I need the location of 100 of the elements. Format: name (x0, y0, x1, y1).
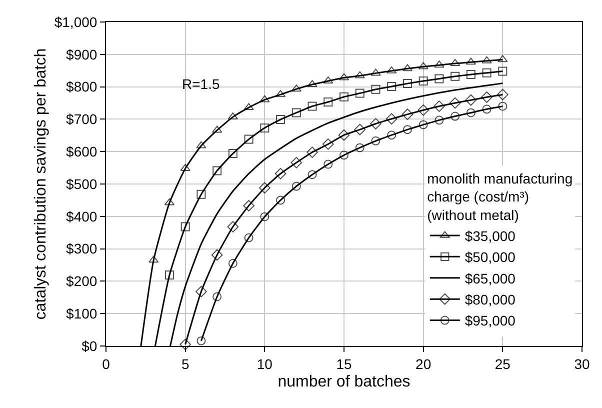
point (450, 72, 460, 81)
x-tick-label: 5 (181, 356, 190, 372)
point (244, 103, 254, 110)
point (228, 149, 238, 158)
point (196, 141, 206, 148)
point (307, 80, 318, 88)
point (196, 286, 207, 298)
point (292, 108, 301, 118)
x-tick-label: 15 (336, 356, 352, 372)
y-tick-label: $400 (66, 208, 98, 224)
point (164, 270, 174, 280)
point (338, 129, 350, 141)
point (258, 182, 270, 194)
point (482, 56, 492, 64)
point (180, 222, 190, 232)
point (402, 79, 412, 88)
point (370, 68, 381, 76)
point (402, 125, 412, 134)
point (450, 112, 460, 121)
point (228, 258, 238, 268)
point (482, 68, 492, 78)
point (196, 190, 206, 199)
point (340, 92, 348, 102)
point (371, 84, 380, 94)
point (482, 104, 492, 114)
point (371, 136, 380, 146)
point (276, 196, 286, 205)
point (386, 113, 398, 125)
y-tick-label: $800 (66, 78, 98, 95)
point (387, 130, 396, 140)
y-axis-title: catalyst contribution savings per batch (32, 48, 50, 320)
legend-label: $80,000 (464, 292, 516, 308)
point (434, 60, 444, 68)
x-tick-label: 0 (102, 356, 110, 372)
point (434, 100, 445, 112)
point (418, 104, 430, 116)
y-tick-label: $700 (66, 111, 98, 128)
point (212, 166, 222, 176)
point (244, 233, 254, 242)
x-tick-label: 30 (574, 356, 590, 372)
point (306, 146, 318, 158)
y-tick-label: $500 (66, 176, 98, 192)
point (354, 124, 366, 136)
point (324, 160, 333, 169)
point (466, 108, 476, 118)
point (211, 249, 223, 261)
y-tick-label: $1,000 (54, 14, 98, 30)
point (292, 182, 301, 191)
y-tick-label: $600 (66, 144, 98, 160)
y-tick-label: $900 (66, 46, 98, 62)
y-tick-label: $200 (66, 273, 98, 290)
x-axis-title: number of batches (278, 374, 410, 390)
legend-label: $35,000 (464, 228, 516, 244)
legend-label: $65,000 (464, 270, 516, 286)
point (465, 94, 477, 106)
point (418, 62, 428, 70)
legend-label: $95,000 (464, 312, 516, 329)
x-tick-label: 20 (416, 356, 432, 372)
x-tick-label: 25 (494, 356, 511, 372)
point (180, 338, 192, 350)
y-tick-label: $0 (82, 338, 98, 354)
point (434, 116, 444, 125)
x-tick-label: 10 (256, 356, 273, 372)
point (434, 74, 444, 84)
point (308, 102, 317, 111)
point (180, 164, 190, 171)
point (260, 123, 270, 132)
point (387, 82, 396, 91)
point (498, 66, 508, 76)
legend-label: $50,000 (464, 249, 516, 266)
point (260, 95, 270, 102)
point (244, 134, 254, 144)
point (323, 76, 334, 84)
y-tick-label: $100 (66, 306, 98, 322)
y-tick-label: $300 (66, 240, 98, 257)
point (274, 168, 286, 180)
point (370, 118, 382, 130)
point (498, 55, 508, 62)
point (481, 91, 492, 103)
point (260, 212, 270, 222)
point (496, 88, 508, 100)
point (290, 156, 302, 168)
point (418, 76, 428, 86)
point (243, 200, 254, 212)
point (355, 143, 364, 152)
point (498, 102, 508, 111)
point (354, 71, 365, 78)
point (340, 150, 348, 160)
point (227, 221, 239, 232)
point (418, 120, 428, 130)
point (449, 97, 461, 109)
point (212, 292, 222, 302)
point (276, 115, 286, 124)
legend-title: monolith manufacturing charge (cost/m³) (without metal) (427, 170, 573, 223)
point (322, 138, 334, 150)
point (402, 108, 414, 120)
annotation: R=1.5 (182, 76, 220, 92)
point (196, 336, 206, 346)
point (466, 70, 476, 79)
point (355, 88, 364, 98)
